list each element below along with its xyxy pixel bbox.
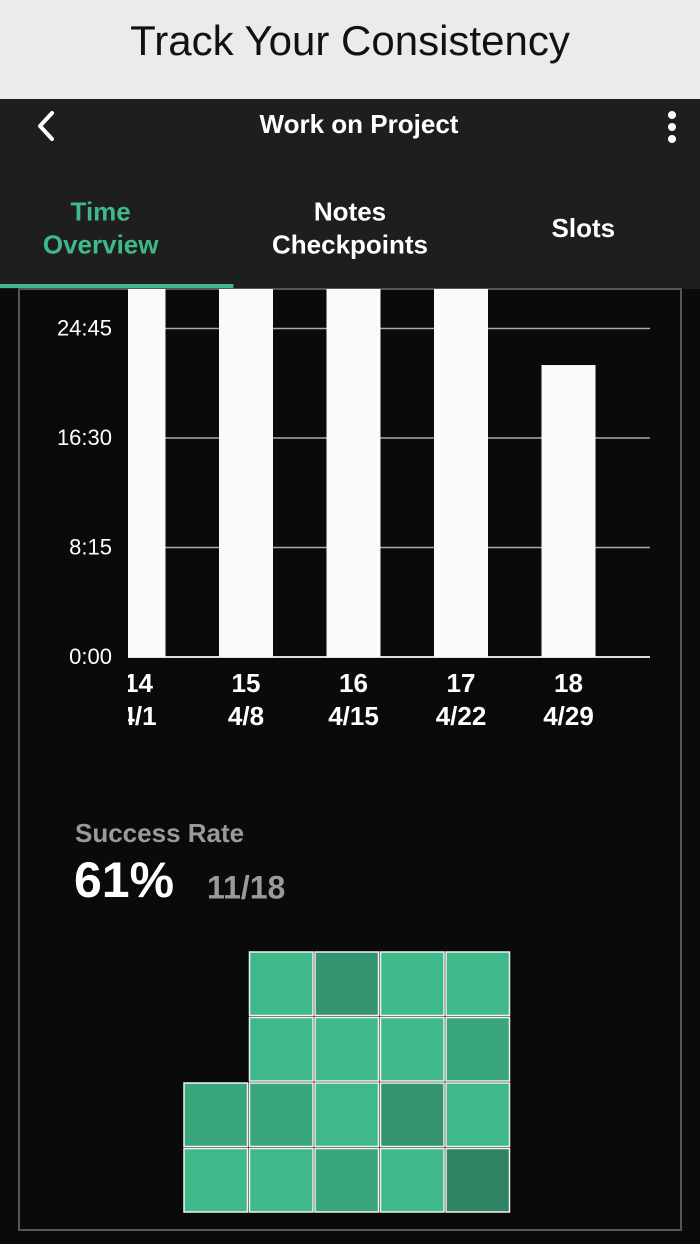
day-cell <box>314 1082 380 1148</box>
tab-label[interactable]: Time <box>71 196 131 226</box>
day-cell <box>314 951 380 1017</box>
y-tick-label: 0:00 <box>69 644 112 669</box>
day-cell <box>314 1016 380 1082</box>
x-tick-label: 18 <box>554 668 583 698</box>
day-cell <box>248 1082 314 1148</box>
tab-indicator <box>0 284 234 288</box>
success-rate: 61% <box>74 852 174 908</box>
day-cell <box>183 1082 249 1148</box>
menu-button[interactable] <box>668 111 676 143</box>
day-cell <box>445 1082 511 1148</box>
day-cell <box>248 1016 314 1082</box>
chart: 144/1 154/8 164/15 174/22 184/29 0:00 8:15 16:3… <box>57 289 650 731</box>
bar <box>541 365 596 657</box>
bar <box>326 289 381 657</box>
bar <box>128 289 166 657</box>
day-cell <box>379 1082 445 1148</box>
tab-label[interactable]: Slots <box>552 213 616 243</box>
y-tick-label: 8:15 <box>69 534 112 559</box>
day-cell <box>379 1147 445 1213</box>
day-cell <box>445 1147 511 1213</box>
header-bg <box>0 0 700 99</box>
x-tick-label: 16 <box>339 668 368 698</box>
success-label: Success Rate <box>75 818 244 848</box>
app-bar <box>0 99 700 289</box>
day-cell <box>379 951 445 1017</box>
day-cell <box>248 1147 314 1213</box>
day-cell <box>445 951 511 1017</box>
y-tick-label: 24:45 <box>57 315 112 340</box>
back-button[interactable] <box>38 111 54 141</box>
x-tick-label: 17 <box>447 668 476 698</box>
success-count: 11/18 <box>207 869 285 905</box>
bar <box>219 289 273 657</box>
day-cell <box>379 1016 445 1082</box>
plot-area: 144/1 154/8 164/15 174/22 184/29 <box>120 289 650 731</box>
x-tick-date: 4/15 <box>328 701 379 731</box>
x-tick-date: 4/1 <box>120 701 156 731</box>
x-tick-label: 15 <box>232 668 261 698</box>
tab-label[interactable]: Checkpoints <box>272 229 428 259</box>
x-tick-date: 4/8 <box>228 701 264 731</box>
day-cell <box>314 1147 380 1213</box>
day-cell <box>183 1147 249 1213</box>
bar <box>434 289 488 657</box>
x-tick-label: 14 <box>124 668 153 698</box>
y-tick-label: 16:30 <box>57 425 112 450</box>
header-title: Track Your Consistency <box>130 17 570 64</box>
tab-label[interactable]: Overview <box>43 229 159 259</box>
tab-label[interactable]: Notes <box>314 196 386 226</box>
day-cell <box>248 951 314 1017</box>
day-cell <box>445 1016 511 1082</box>
x-tick-date: 4/22 <box>436 701 487 731</box>
x-tick-date: 4/29 <box>543 701 594 731</box>
app-title: Work on Project <box>260 109 459 139</box>
calendar-grid <box>183 951 511 1213</box>
